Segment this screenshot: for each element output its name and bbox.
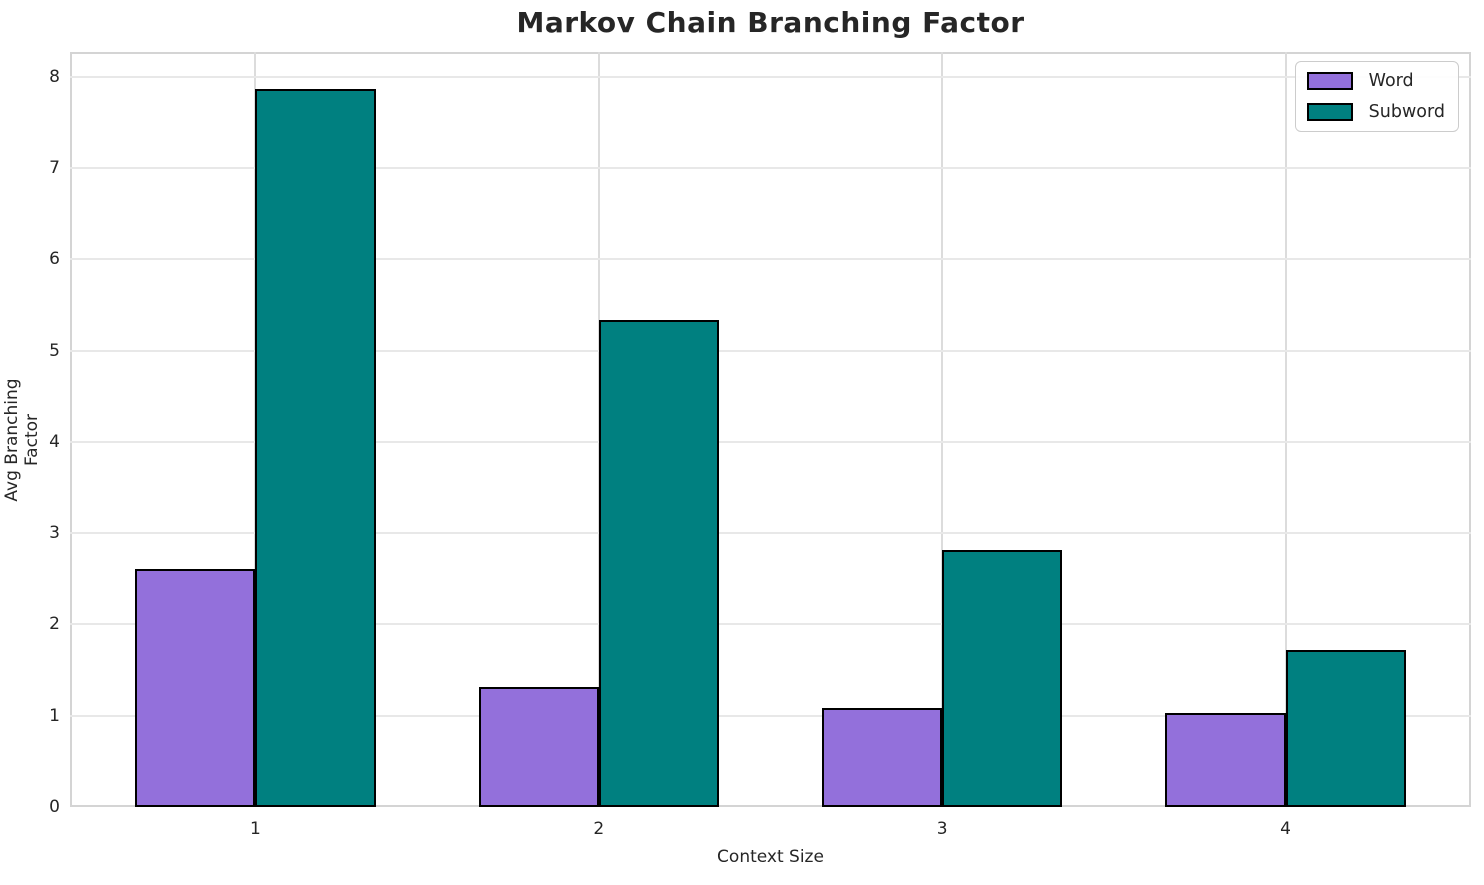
bar-subword-1 — [255, 88, 376, 807]
y-tick-label: 4 — [49, 431, 60, 452]
x-tick-label: 4 — [1280, 819, 1291, 839]
bar-word-3 — [822, 707, 943, 807]
legend-swatch-subword — [1306, 103, 1353, 121]
y-tick-label: 2 — [49, 614, 60, 635]
gridline-horizontal — [70, 258, 1471, 261]
y-tick-label: 0 — [49, 797, 60, 817]
gridline-vertical — [941, 52, 944, 807]
gridline-horizontal — [70, 440, 1471, 443]
gridline-horizontal — [70, 623, 1471, 626]
gridline-horizontal — [70, 532, 1471, 535]
gridline-horizontal — [70, 75, 1471, 78]
legend-swatch-word — [1306, 72, 1353, 90]
bar-word-1 — [135, 568, 256, 807]
bar-subword-2 — [598, 320, 719, 807]
legend-item-word: Word — [1306, 70, 1445, 92]
y-tick-label: 7 — [49, 157, 60, 178]
x-tick-label: 3 — [936, 819, 948, 839]
bar-subword-3 — [942, 550, 1063, 807]
chart-title: Markov Chain Branching Factor — [516, 6, 1025, 39]
gridline-vertical — [1284, 52, 1287, 807]
x-tick-label: 1 — [250, 819, 261, 839]
bar-subword-4 — [1285, 649, 1406, 807]
legend-item-subword: Subword — [1306, 101, 1445, 123]
legend: Word Subword — [1294, 61, 1459, 132]
gridline-horizontal — [70, 166, 1471, 169]
y-tick-label: 5 — [49, 340, 60, 361]
plot-area: Word Subword — [70, 52, 1471, 807]
gridline-horizontal — [70, 714, 1471, 717]
bar-word-2 — [478, 686, 599, 807]
x-tick-label: 2 — [593, 819, 605, 839]
gridline-horizontal — [70, 349, 1471, 352]
legend-label-subword: Subword — [1368, 102, 1445, 122]
y-tick-label: 8 — [49, 66, 60, 87]
y-tick-label: 1 — [49, 705, 60, 726]
bar-word-4 — [1165, 712, 1286, 807]
y-tick-label: 6 — [49, 249, 60, 270]
legend-label-word: Word — [1368, 71, 1414, 91]
y-tick-label: 3 — [49, 523, 60, 544]
x-axis-label: Context Size — [717, 847, 824, 867]
